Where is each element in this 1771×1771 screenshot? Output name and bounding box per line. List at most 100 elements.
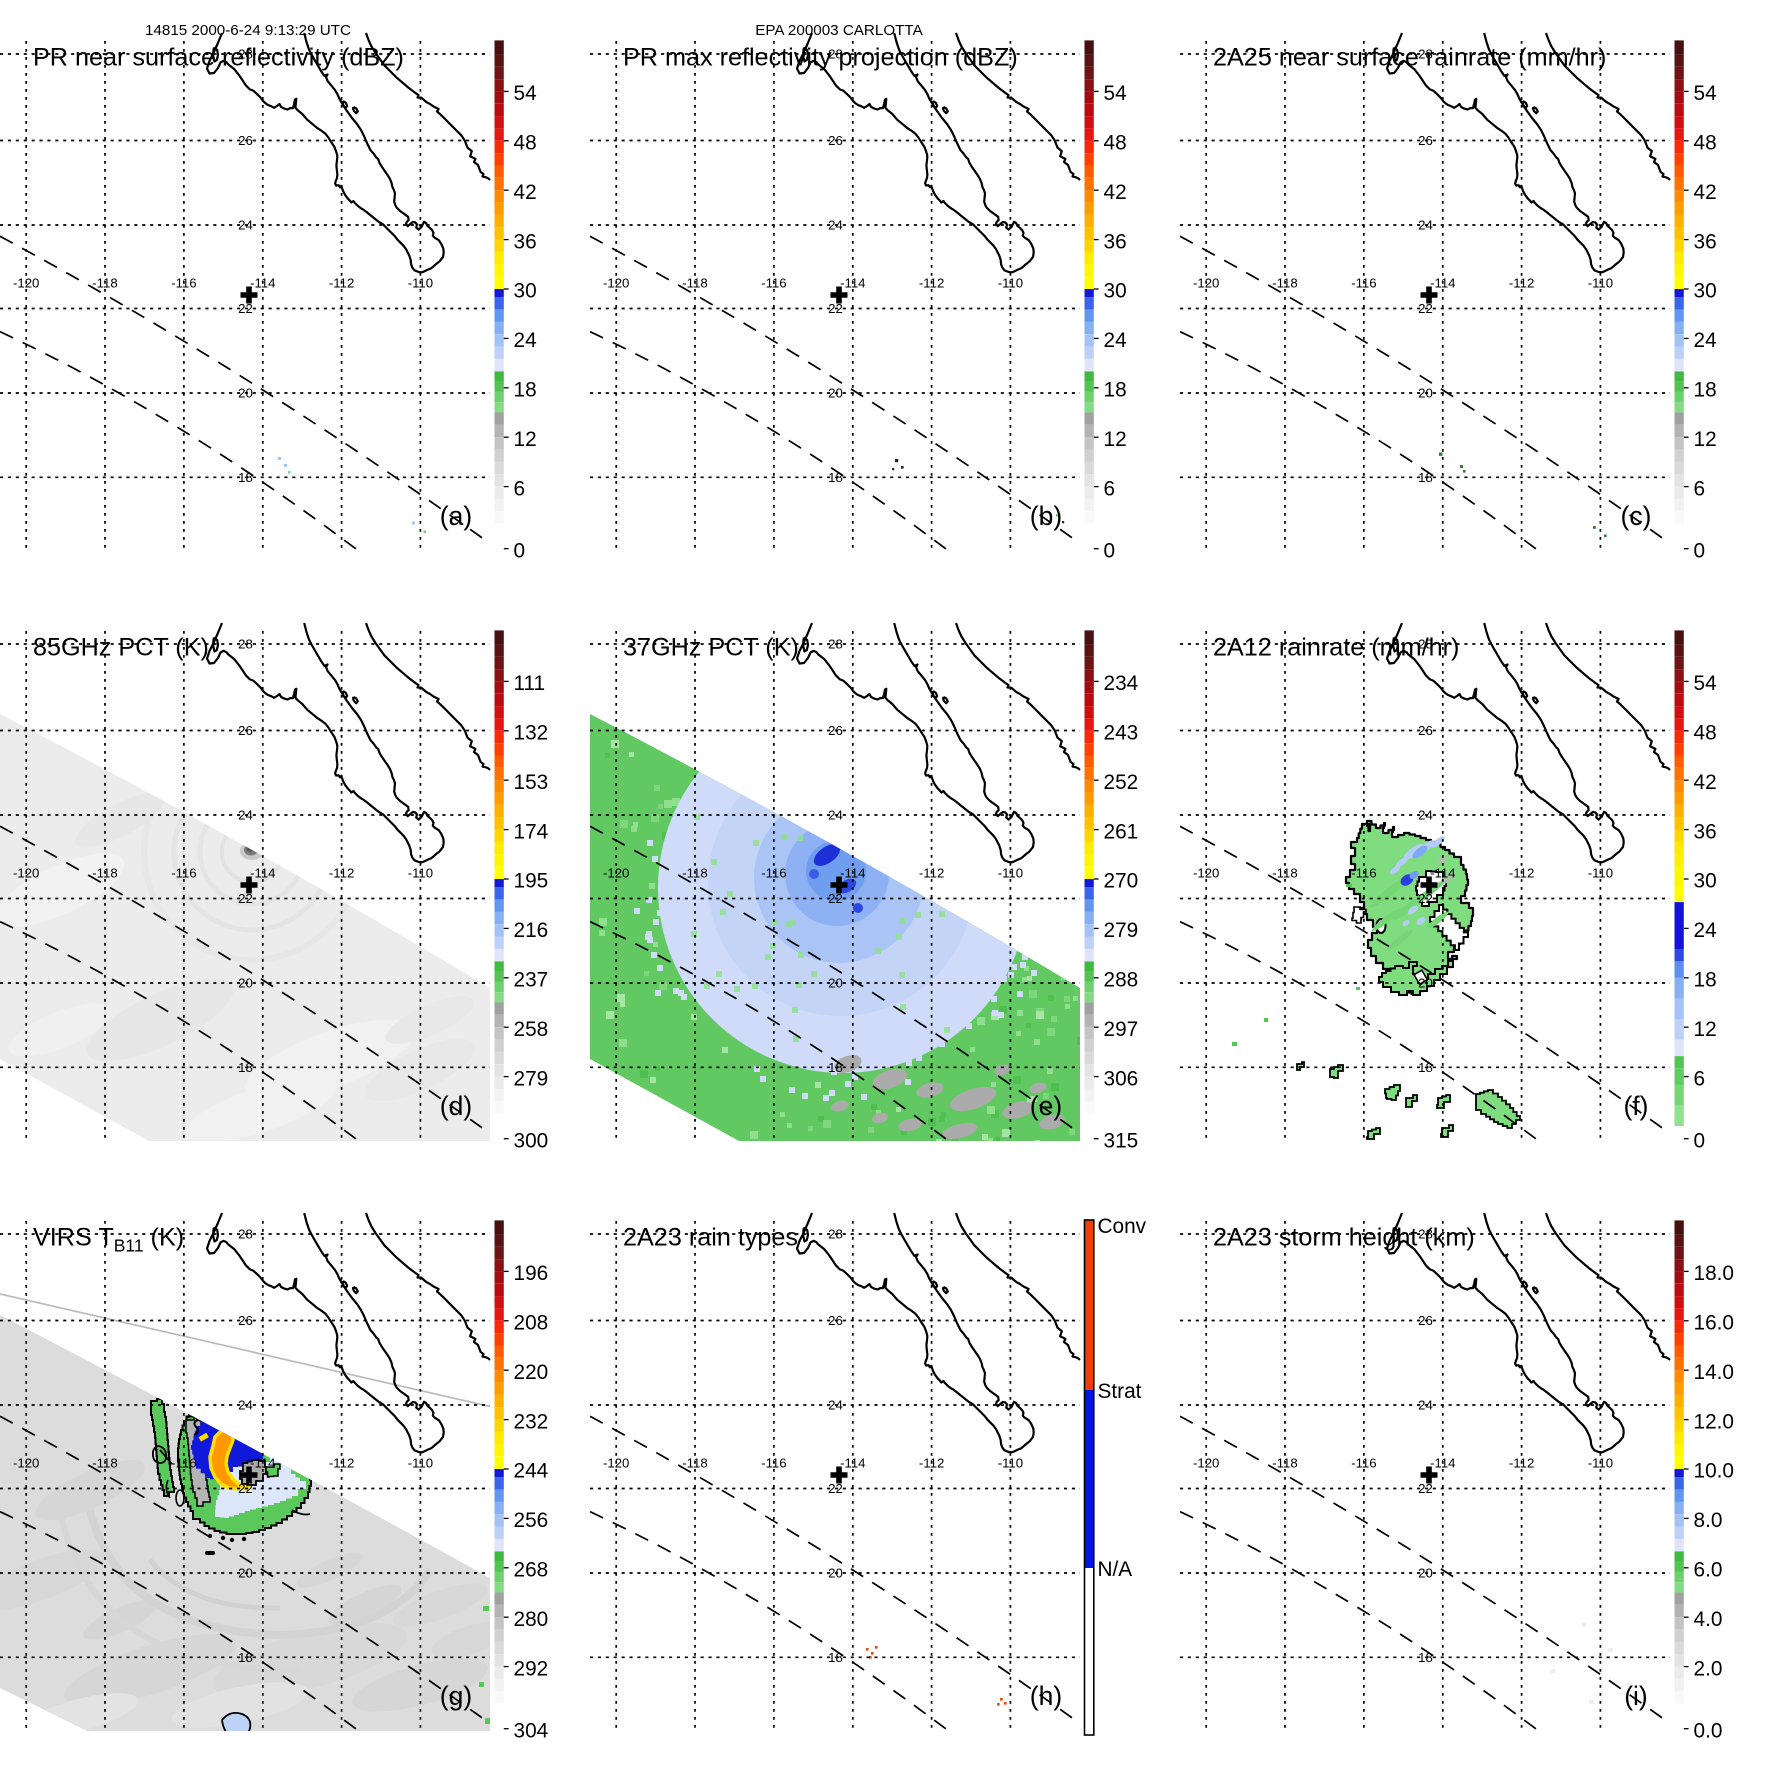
svg-text:-116: -116 [171, 865, 196, 880]
svg-text:8.0: 8.0 [1694, 1509, 1723, 1532]
svg-text:0: 0 [1104, 539, 1116, 562]
svg-text:24: 24 [514, 329, 537, 352]
svg-text:26: 26 [238, 723, 253, 738]
svg-text:0: 0 [1694, 539, 1706, 562]
svg-text:-112: -112 [919, 865, 944, 880]
svg-text:20: 20 [828, 1566, 843, 1581]
svg-text:14815 2000-6-24 9:13:29 UTC: 14815 2000-6-24 9:13:29 UTC [145, 22, 351, 39]
svg-text:22: 22 [1418, 301, 1433, 316]
svg-text:54: 54 [1694, 82, 1717, 105]
svg-text:22: 22 [828, 1481, 843, 1496]
svg-text:111: 111 [514, 672, 546, 695]
svg-text:-114: -114 [250, 865, 275, 880]
svg-text:-110: -110 [1588, 275, 1613, 290]
svg-text:-114: -114 [250, 1455, 275, 1470]
svg-text:37GHz PCT (K): 37GHz PCT (K) [623, 634, 799, 662]
svg-text:54: 54 [1694, 672, 1717, 695]
svg-text:-110: -110 [1588, 1455, 1613, 1470]
svg-text:22: 22 [1418, 891, 1433, 906]
svg-text:24: 24 [238, 1398, 253, 1413]
svg-text:26: 26 [1418, 723, 1433, 738]
svg-text:42: 42 [1104, 181, 1127, 204]
svg-text:-114: -114 [840, 865, 865, 880]
svg-text:12: 12 [1104, 428, 1127, 451]
svg-text:20: 20 [1418, 386, 1433, 401]
svg-text:42: 42 [514, 181, 537, 204]
svg-text:-118: -118 [682, 865, 707, 880]
svg-text:232: 232 [514, 1410, 549, 1433]
svg-text:48: 48 [1694, 722, 1717, 745]
svg-text:36: 36 [1104, 230, 1127, 253]
svg-text:36: 36 [1694, 230, 1717, 253]
svg-text:22: 22 [828, 301, 843, 316]
svg-text:24: 24 [1694, 329, 1717, 352]
svg-text:-110: -110 [408, 275, 433, 290]
svg-text:20: 20 [1418, 1566, 1433, 1581]
svg-text:24: 24 [828, 218, 843, 233]
svg-text:2A12 rainrate (mm/hr): 2A12 rainrate (mm/hr) [1213, 634, 1459, 662]
svg-text:VIRS TB11 (K): VIRS TB11 (K) [33, 1224, 184, 1256]
svg-text:24: 24 [238, 218, 253, 233]
svg-text:16.0: 16.0 [1694, 1312, 1734, 1335]
svg-text:18: 18 [238, 1650, 253, 1665]
svg-text:-120: -120 [1193, 865, 1219, 880]
svg-text:6: 6 [1104, 477, 1116, 500]
svg-text:-118: -118 [1272, 275, 1297, 290]
svg-text:26: 26 [238, 1313, 253, 1328]
svg-text:18: 18 [238, 1060, 253, 1075]
svg-text:292: 292 [514, 1657, 549, 1680]
svg-text:28: 28 [1418, 637, 1433, 652]
svg-text:-116: -116 [171, 275, 196, 290]
svg-text:-112: -112 [919, 1455, 944, 1470]
svg-text:20: 20 [1418, 976, 1433, 991]
svg-text:36: 36 [514, 230, 537, 253]
svg-text:-118: -118 [1272, 1455, 1297, 1470]
svg-text:-120: -120 [603, 1455, 629, 1470]
svg-text:-110: -110 [998, 865, 1023, 880]
svg-text:0: 0 [1694, 1129, 1706, 1152]
svg-text:-112: -112 [1509, 1455, 1534, 1470]
svg-text:-116: -116 [761, 865, 786, 880]
svg-text:-114: -114 [1430, 865, 1455, 880]
svg-text:6: 6 [1694, 1067, 1706, 1090]
svg-text:261: 261 [1104, 820, 1139, 843]
svg-text:24: 24 [1104, 329, 1127, 352]
svg-text:-112: -112 [1509, 275, 1534, 290]
svg-text:30: 30 [1694, 280, 1717, 303]
svg-text:300: 300 [514, 1129, 549, 1152]
svg-text:-116: -116 [761, 1455, 786, 1470]
svg-text:48: 48 [1104, 132, 1127, 155]
svg-text:6: 6 [514, 477, 526, 500]
svg-text:(g): (g) [440, 1681, 472, 1711]
svg-text:2A25 near surface rainrate (mm: 2A25 near surface rainrate (mm/hr) [1213, 44, 1606, 72]
svg-text:244: 244 [514, 1460, 549, 1483]
svg-text:2A23 storm height (km): 2A23 storm height (km) [1213, 1224, 1475, 1252]
svg-text:-110: -110 [408, 865, 433, 880]
svg-text:315: 315 [1104, 1129, 1139, 1152]
svg-text:48: 48 [1694, 132, 1717, 155]
svg-text:132: 132 [514, 722, 549, 745]
svg-text:24: 24 [828, 808, 843, 823]
svg-text:153: 153 [514, 771, 549, 794]
svg-text:279: 279 [514, 1067, 549, 1090]
svg-text:12.0: 12.0 [1694, 1410, 1734, 1433]
svg-text:18.0: 18.0 [1694, 1262, 1734, 1285]
svg-text:-112: -112 [1509, 865, 1534, 880]
svg-text:-120: -120 [13, 865, 39, 880]
svg-text:42: 42 [1694, 771, 1717, 794]
svg-text:48: 48 [514, 132, 537, 155]
svg-text:280: 280 [514, 1608, 549, 1631]
svg-text:304: 304 [514, 1719, 549, 1742]
svg-text:30: 30 [514, 280, 537, 303]
svg-text:216: 216 [514, 919, 549, 942]
svg-text:6: 6 [1694, 477, 1706, 500]
svg-text:(e): (e) [1030, 1091, 1062, 1121]
svg-text:10.0: 10.0 [1694, 1460, 1734, 1483]
svg-text:-110: -110 [998, 275, 1023, 290]
svg-text:0.0: 0.0 [1694, 1719, 1723, 1742]
svg-text:-112: -112 [329, 275, 354, 290]
svg-text:-112: -112 [919, 275, 944, 290]
svg-text:26: 26 [1418, 1313, 1433, 1328]
svg-text:258: 258 [514, 1018, 549, 1041]
svg-text:-118: -118 [682, 275, 707, 290]
